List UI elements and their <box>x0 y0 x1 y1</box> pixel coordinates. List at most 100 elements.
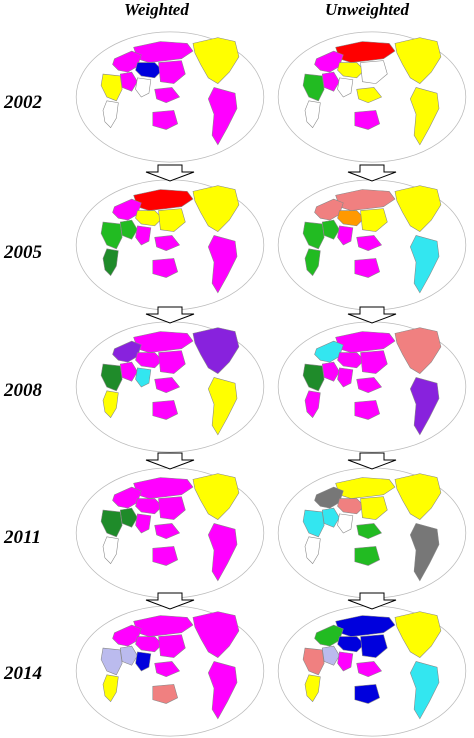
region-russia <box>133 41 194 63</box>
region-north-america <box>192 327 240 374</box>
weighted-column-header: Weighted <box>124 0 189 19</box>
region-central-asia <box>135 62 163 79</box>
region-south-asia <box>135 651 152 672</box>
region-north-america <box>394 37 442 84</box>
down-arrow-icon <box>145 306 195 324</box>
region-central-asia <box>337 636 365 653</box>
map-frame <box>277 31 467 163</box>
region-middle-east <box>321 645 340 666</box>
world-map-2002-weighted <box>75 31 265 163</box>
region-middle-east <box>321 507 340 528</box>
region-southeast-asia <box>154 235 181 252</box>
region-africa-south <box>102 674 119 703</box>
region-africa-north <box>100 509 123 538</box>
down-arrow-shape <box>145 164 195 182</box>
region-middle-east <box>119 645 138 666</box>
region-south-america <box>409 661 440 720</box>
region-east-asia <box>158 208 186 232</box>
region-south-america <box>409 235 440 294</box>
region-southeast-asia <box>154 87 181 104</box>
region-russia <box>335 41 396 63</box>
region-south-america <box>409 87 440 146</box>
region-africa-north <box>302 73 325 102</box>
region-australia <box>354 110 380 130</box>
down-arrow-shape <box>145 592 195 610</box>
year-label-2008: 2008 <box>4 380 42 401</box>
region-north-america <box>192 473 240 520</box>
region-south-asia <box>135 225 152 246</box>
region-southeast-asia <box>356 523 383 540</box>
region-russia <box>335 615 396 637</box>
region-southeast-asia <box>356 661 383 678</box>
region-central-asia <box>135 498 163 515</box>
region-south-asia <box>135 367 152 388</box>
region-north-america <box>394 611 442 658</box>
region-south-america <box>409 523 440 582</box>
region-east-asia <box>360 350 388 374</box>
world-map-2014-unweighted <box>277 605 467 737</box>
region-africa-south <box>102 248 119 277</box>
region-australia <box>152 110 178 130</box>
region-east-asia <box>360 496 388 520</box>
region-south-america <box>207 523 238 582</box>
down-arrow-shape <box>347 452 397 470</box>
down-arrow-icon <box>145 592 195 610</box>
region-europe <box>112 340 142 363</box>
down-arrow-icon <box>145 452 195 470</box>
world-map-2005-weighted <box>75 179 265 311</box>
region-east-asia <box>360 634 388 658</box>
region-south-america <box>207 661 238 720</box>
region-australia <box>152 684 178 704</box>
region-north-america <box>394 185 442 232</box>
region-africa-north <box>302 221 325 250</box>
region-south-asia <box>135 77 152 98</box>
region-south-asia <box>337 513 354 534</box>
region-middle-east <box>119 507 138 528</box>
region-europe <box>314 198 344 221</box>
region-russia <box>335 331 396 353</box>
region-africa-north <box>100 647 123 676</box>
region-africa-south <box>304 674 321 703</box>
down-arrow-shape <box>347 592 397 610</box>
region-europe <box>314 340 344 363</box>
region-south-asia <box>135 513 152 534</box>
region-south-asia <box>337 225 354 246</box>
region-central-asia <box>337 210 365 227</box>
world-map-2011-weighted <box>75 467 265 599</box>
region-europe <box>112 486 142 509</box>
region-africa-north <box>302 363 325 392</box>
region-australia <box>354 546 380 566</box>
map-frame <box>75 31 265 163</box>
region-africa-north <box>302 509 325 538</box>
region-russia <box>335 477 396 499</box>
region-africa-south <box>304 536 321 565</box>
region-southeast-asia <box>154 661 181 678</box>
down-arrow-icon <box>347 452 397 470</box>
region-central-asia <box>337 352 365 369</box>
region-south-asia <box>337 367 354 388</box>
region-russia <box>133 331 194 353</box>
region-south-asia <box>337 77 354 98</box>
region-australia <box>152 258 178 278</box>
region-australia <box>152 400 178 420</box>
region-russia <box>335 189 396 211</box>
world-map-2002-unweighted <box>277 31 467 163</box>
down-arrow-shape <box>145 306 195 324</box>
region-central-asia <box>337 62 365 79</box>
region-africa-south <box>304 100 321 129</box>
down-arrow-shape <box>347 306 397 324</box>
region-africa-south <box>102 100 119 129</box>
region-southeast-asia <box>154 523 181 540</box>
region-australia <box>152 546 178 566</box>
down-arrow-icon <box>347 306 397 324</box>
region-europe <box>112 198 142 221</box>
region-europe <box>314 50 344 73</box>
region-south-asia <box>337 651 354 672</box>
region-russia <box>133 189 194 211</box>
region-russia <box>133 477 194 499</box>
region-southeast-asia <box>356 377 383 394</box>
region-south-america <box>207 235 238 294</box>
region-central-asia <box>135 636 163 653</box>
region-africa-north <box>100 363 123 392</box>
region-middle-east <box>321 361 340 382</box>
